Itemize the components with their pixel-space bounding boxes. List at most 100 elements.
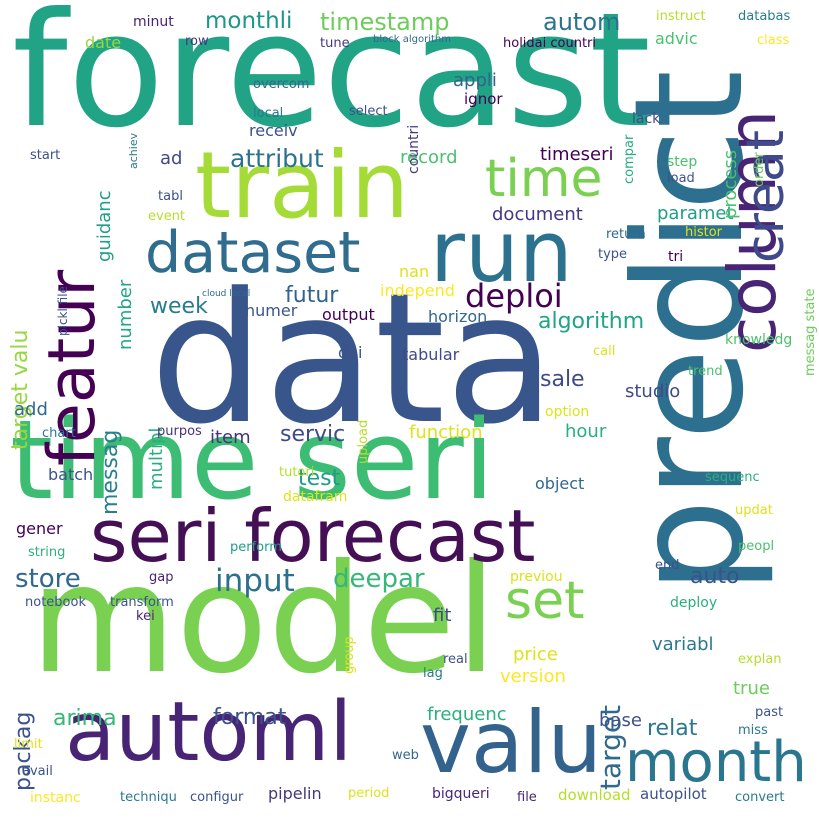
word-bigqueri: bigqueri bbox=[432, 786, 490, 802]
word-call: call bbox=[593, 344, 616, 359]
word-paramet: paramet bbox=[657, 203, 734, 224]
word-input: input bbox=[215, 563, 295, 599]
word-compar: compar bbox=[622, 134, 637, 184]
word-arima: arima bbox=[53, 706, 117, 731]
word-holidai-countri: holidai countri bbox=[503, 36, 597, 51]
word-ad: ad bbox=[160, 148, 183, 169]
word-row: row bbox=[185, 34, 209, 49]
word-automl: automl bbox=[65, 685, 353, 780]
word-miss: miss bbox=[738, 723, 768, 738]
word-knowledg: knowledg bbox=[725, 332, 793, 348]
word-document: document bbox=[492, 204, 583, 225]
word-price: price bbox=[513, 644, 558, 665]
word-updat: updat bbox=[735, 503, 773, 518]
word-nan: nan bbox=[399, 262, 430, 281]
word-group: group bbox=[342, 636, 357, 674]
word-lag: lag bbox=[423, 666, 443, 681]
word-web: web bbox=[392, 748, 419, 763]
word-databas: databas bbox=[738, 9, 791, 24]
word-purpos: purpos bbox=[157, 424, 202, 439]
word-true: true bbox=[733, 678, 770, 699]
word-hour: hour bbox=[565, 421, 607, 442]
word-download: download bbox=[558, 786, 631, 804]
word-option: option bbox=[545, 404, 590, 420]
word-numer: numer bbox=[245, 301, 298, 320]
word-gener: gener bbox=[16, 519, 63, 538]
word-receiv: receiv bbox=[249, 121, 298, 140]
word-tabl: tabl bbox=[158, 189, 183, 204]
word-base: base bbox=[599, 710, 642, 731]
word-histor: histor bbox=[685, 225, 723, 240]
word-ignor: ignor bbox=[464, 90, 503, 108]
word-record: record bbox=[400, 147, 458, 168]
word-real: real bbox=[443, 652, 468, 667]
word-frequenc: frequenc bbox=[427, 704, 507, 725]
word-horizon: horizon bbox=[428, 307, 488, 326]
word-advic: advic bbox=[655, 29, 698, 48]
word-appli: appli bbox=[453, 70, 497, 91]
word-timeseri: timeseri bbox=[540, 144, 614, 165]
word-event: event bbox=[148, 209, 186, 224]
word-tri: tri bbox=[668, 249, 684, 265]
word-tabular: tabular bbox=[402, 345, 460, 364]
word-version: version bbox=[500, 666, 566, 687]
word-previou: previou bbox=[510, 569, 563, 585]
word-configur: configur bbox=[190, 790, 244, 805]
word-techniqu: techniqu bbox=[120, 790, 177, 805]
word-start: start bbox=[30, 148, 61, 163]
word-test: test bbox=[298, 466, 341, 491]
word-autom: autom bbox=[543, 8, 621, 36]
word-upload: upload bbox=[356, 419, 371, 464]
word-order: order bbox=[752, 152, 767, 187]
word-select: select bbox=[349, 104, 388, 119]
word-item: item bbox=[210, 427, 251, 448]
word-algorithm: algorithm bbox=[538, 309, 645, 334]
word-avail: avail bbox=[22, 764, 53, 779]
word-deepar: deepar bbox=[333, 564, 425, 594]
word-function: function bbox=[409, 422, 483, 443]
word-block-algorithm: block algorithm bbox=[373, 34, 451, 45]
word-deploy: deploy bbox=[670, 595, 718, 611]
word-tutori: tutori bbox=[279, 465, 315, 480]
word-lack: lack bbox=[632, 111, 661, 127]
word-relat: relat bbox=[647, 716, 698, 741]
word-month: month bbox=[625, 730, 807, 795]
word-achiev: achiev bbox=[127, 132, 140, 169]
word-overcom: overcom bbox=[253, 77, 310, 92]
word-instanc: instanc bbox=[30, 790, 81, 806]
word-type: type bbox=[598, 247, 628, 262]
word-trend: trend bbox=[688, 364, 723, 379]
word-local: local bbox=[253, 106, 284, 121]
word-forecast: forecast bbox=[12, 0, 651, 163]
word-output: output bbox=[322, 305, 375, 324]
word-period: period bbox=[348, 786, 390, 801]
word-valu: valu bbox=[420, 693, 602, 793]
word-class: class bbox=[757, 33, 790, 48]
word-countri: countri bbox=[406, 124, 422, 174]
word-creat: creat bbox=[736, 129, 796, 263]
word-time: time bbox=[485, 149, 603, 209]
word-autopilot: autopilot bbox=[640, 785, 707, 803]
word-date: date bbox=[85, 33, 122, 52]
word-object: object bbox=[535, 474, 585, 493]
word-limit: limit bbox=[14, 737, 43, 752]
word-peopl: peopl bbox=[738, 539, 775, 554]
word-studio: studio bbox=[625, 381, 681, 402]
word-model: model bbox=[30, 533, 498, 707]
word-add: add bbox=[14, 399, 48, 420]
word-convert: convert bbox=[735, 790, 785, 805]
word-past: past bbox=[755, 705, 784, 720]
word-variabl: variabl bbox=[652, 634, 714, 655]
word-minut: minut bbox=[133, 14, 174, 30]
word-sale: sale bbox=[540, 367, 585, 392]
word-fit: fit bbox=[433, 605, 452, 626]
word-attribut: attribut bbox=[230, 144, 324, 173]
word-number: number bbox=[115, 279, 136, 350]
word-file: file bbox=[517, 790, 537, 805]
word-messag: messag bbox=[98, 429, 123, 515]
word-set: set bbox=[505, 571, 585, 631]
word-sequenc: sequenc bbox=[705, 470, 760, 485]
word-transform: transform bbox=[110, 595, 174, 610]
word-load: load bbox=[667, 171, 695, 186]
